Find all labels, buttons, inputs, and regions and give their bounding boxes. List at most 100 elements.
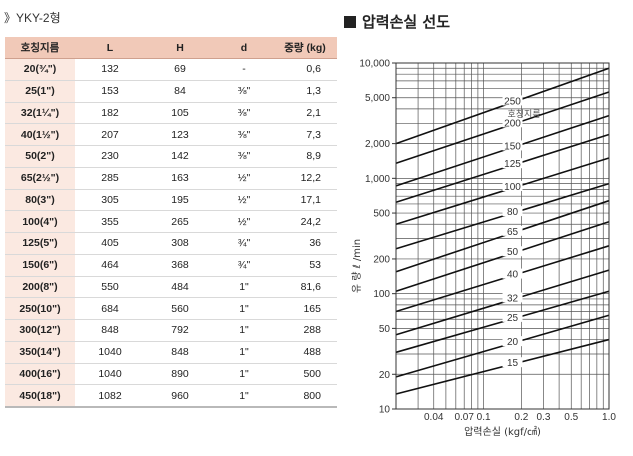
cell-d: ¾" <box>215 254 273 277</box>
table-row: 450(18") 1082 960 1" 800 <box>5 384 337 409</box>
cell-h: 848 <box>145 341 215 364</box>
series-label: 250 <box>504 96 521 107</box>
cell-nominal-size: 250(10") <box>5 297 75 320</box>
series-line <box>395 245 610 313</box>
x-tick-label: 0.2 <box>514 412 528 423</box>
cell-l: 1082 <box>75 384 145 409</box>
y-tick-label: 200 <box>373 254 390 265</box>
cell-weight: 2,1 <box>273 102 337 125</box>
table-row: 65(2½") 285 163 ½" 12,2 <box>5 167 337 190</box>
cell-h: 484 <box>145 276 215 299</box>
table-row: 400(16") 1040 890 1" 500 <box>5 363 337 386</box>
series-label-bg <box>502 357 523 368</box>
series-label: 80 <box>507 207 519 218</box>
table-header-row: 호칭지름 L H d 중량 (kg) <box>5 37 337 59</box>
cell-d: 1" <box>215 297 273 320</box>
series-line <box>395 290 610 354</box>
series-line <box>395 182 610 250</box>
cell-weight: 12,2 <box>273 167 337 190</box>
cell-d: ⅜" <box>215 123 273 146</box>
cell-weight: 53 <box>273 254 337 277</box>
cell-weight: 165 <box>273 297 337 320</box>
cell-h: 84 <box>145 80 215 103</box>
cell-d: 1" <box>215 276 273 299</box>
cell-d: ½" <box>215 210 273 233</box>
cell-weight: 1,3 <box>273 80 337 103</box>
cell-h: 265 <box>145 210 215 233</box>
series-label: 100 <box>504 182 521 193</box>
cell-l: 305 <box>75 189 145 212</box>
series-line <box>395 133 610 204</box>
cell-d: 1" <box>215 341 273 364</box>
series-label: 200 <box>504 118 521 129</box>
cell-h: 123 <box>145 123 215 146</box>
table-row: 350(14") 1040 848 1" 488 <box>5 341 337 364</box>
series-label-bg <box>502 268 523 279</box>
cell-l: 207 <box>75 123 145 146</box>
cell-l: 132 <box>75 58 145 81</box>
series-label-bg <box>502 225 523 236</box>
cell-h: 960 <box>145 384 215 409</box>
cell-h: 69 <box>145 58 215 81</box>
cell-weight: 24,2 <box>273 210 337 233</box>
table-row: 250(10") 684 560 1" 165 <box>5 297 337 320</box>
header-h: H <box>145 37 215 59</box>
y-axis-label: 유 량 ℓ /min <box>351 239 363 293</box>
table-row: 40(1½") 207 123 ⅜" 7,3 <box>5 123 337 146</box>
series-line <box>395 91 610 165</box>
cell-d: ¾" <box>215 232 273 255</box>
y-tick-label: 10,000 <box>359 59 390 70</box>
cell-nominal-size: 20(¾") <box>5 58 75 81</box>
cell-nominal-size: 65(2½") <box>5 167 75 190</box>
cell-nominal-size: 100(4") <box>5 210 75 233</box>
cell-nominal-size: 80(3") <box>5 189 75 212</box>
cell-d: 1" <box>215 319 273 342</box>
cell-d: 1" <box>215 384 273 409</box>
x-tick-label: 0.3 <box>536 412 550 423</box>
cell-h: 560 <box>145 297 215 320</box>
y-tick-label: 50 <box>379 324 391 335</box>
series-label: 65 <box>507 227 519 238</box>
cell-weight: 288 <box>273 319 337 342</box>
series-line <box>395 67 610 145</box>
series-label-bg <box>502 117 523 128</box>
series-label-bg <box>502 311 523 322</box>
table-row: 300(12") 848 792 1" 288 <box>5 319 337 342</box>
cell-weight: 81,6 <box>273 276 337 299</box>
header-d: d <box>215 37 273 59</box>
model-title: 》YKY-2형 <box>4 11 61 25</box>
spec-table: 호칭지름 L H d 중량 (kg) 20(¾") 132 69-0,6 25(1")… <box>5 37 337 409</box>
x-axis-label: 압력손실 (kgf/㎠) <box>464 425 541 438</box>
cell-nominal-size: 32(1¼") <box>5 102 75 125</box>
cell-h: 368 <box>145 254 215 277</box>
table-row: 200(8") 550 484 1" 81,6 <box>5 276 337 299</box>
table-row: 125(5") 405 308 ¾" 36 <box>5 232 337 255</box>
x-tick-label: 0.5 <box>564 412 578 423</box>
cell-weight: 0,6 <box>273 58 337 81</box>
cell-d: - <box>215 58 273 81</box>
series-label: 40 <box>507 270 519 281</box>
cell-l: 182 <box>75 102 145 125</box>
series-label: 150 <box>504 141 521 152</box>
cell-weight: 488 <box>273 341 337 364</box>
table-row: 80(3") 305 195 ½" 17,1 <box>5 189 337 212</box>
cell-l: 355 <box>75 210 145 233</box>
series-label: 32 <box>507 293 519 304</box>
cell-d: ⅜" <box>215 80 273 103</box>
x-tick-label: 0.1 <box>477 412 491 423</box>
chart-grid <box>392 62 610 410</box>
cell-d: ⅜" <box>215 145 273 168</box>
x-tick-label: 1.0 <box>602 412 616 423</box>
series-line <box>395 269 610 336</box>
cell-weight: 500 <box>273 363 337 386</box>
x-tick-label: 0.07 <box>454 412 474 423</box>
table-row: 100(4") 355 265 ½" 24,2 <box>5 210 337 233</box>
header-l: L <box>75 37 145 59</box>
series-label-bg <box>502 140 523 151</box>
square-bullet-icon <box>344 16 356 28</box>
cell-h: 142 <box>145 145 215 168</box>
series-label-bg <box>502 95 523 106</box>
table-row: 20(¾") 132 69-0,6 <box>5 58 337 81</box>
header-nominal-size: 호칭지름 <box>5 37 75 59</box>
